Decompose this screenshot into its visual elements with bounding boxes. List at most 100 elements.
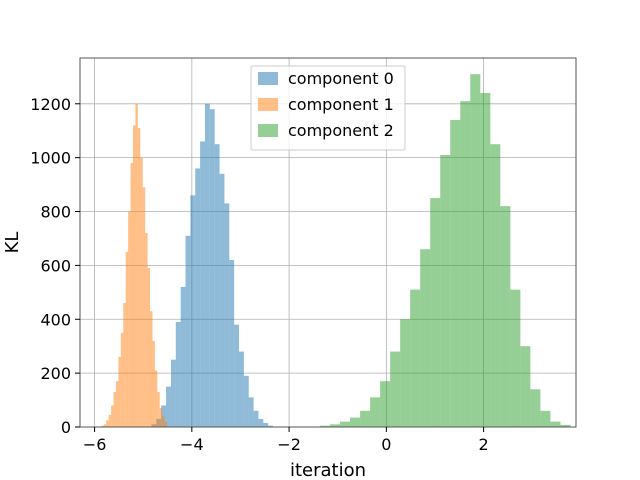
legend-swatch-component-2 [258,124,278,137]
bar-component-0-23 [263,422,269,427]
bar-component-2-3 [340,421,351,427]
bar-component-2-11 [420,249,431,427]
bar-component-1-17 [142,187,146,427]
bar-component-0-2 [161,405,167,427]
bar-component-2-20 [510,289,521,427]
bar-component-1-20 [150,311,153,427]
bar-component-1-5 [113,391,116,427]
bar-component-0-22 [258,418,264,427]
bar-component-2-19 [500,206,511,427]
y-axis-label: KL [2,232,23,254]
bar-component-0-9 [195,168,201,427]
bar-component-2-16 [470,74,481,427]
bar-component-1-7 [118,356,121,427]
bar-component-0-7 [185,235,191,427]
bar-component-0-8 [190,195,196,427]
y-tick-label-6: 1200 [30,95,71,114]
legend-label-component-0: component 0 [288,69,394,88]
series-component-2 [310,74,571,428]
bar-component-1-0 [101,425,104,427]
bar-component-1-3 [108,414,112,427]
bar-component-2-14 [450,119,461,427]
bar-component-0-11 [204,103,210,427]
x-tick-label-3: 0 [381,435,391,454]
bar-component-0-5 [175,321,181,427]
x-axis-label: iteration [290,460,366,480]
bar-component-1-14 [135,103,138,427]
bar-component-0-14 [219,173,225,427]
histogram-bars [101,74,571,428]
bar-component-1-19 [147,268,151,427]
bar-component-0-15 [224,203,230,427]
bar-component-2-7 [380,381,391,427]
legend-label-component-1: component 1 [288,95,394,114]
bar-component-2-10 [410,289,421,427]
bar-component-0-16 [229,260,235,427]
bar-component-0-12 [209,109,215,428]
bar-component-1-12 [130,163,134,427]
bar-component-2-4 [350,417,361,427]
bar-component-2-5 [360,410,371,427]
bar-component-2-2 [330,424,341,427]
bar-component-0-18 [239,351,244,427]
bar-component-1-26 [164,421,168,427]
bar-component-0-19 [243,375,249,427]
bar-component-0-21 [253,410,259,427]
bar-component-1-6 [115,381,119,427]
bar-component-0-24 [268,425,274,427]
bar-component-1-11 [128,211,131,427]
bar-component-2-9 [400,319,411,427]
y-tick-label-2: 400 [40,310,71,329]
bar-component-1-25 [162,416,165,427]
bar-component-1-8 [120,332,124,427]
bar-component-0-13 [214,144,220,428]
bar-component-1-9 [123,303,126,427]
y-axis-ticks: 0 200 400 600 800 1000 1200 [30,95,80,437]
y-tick-label-5: 1000 [30,149,71,168]
y-tick-label-3: 600 [40,256,71,275]
bar-component-1-21 [152,340,155,427]
bar-component-1-24 [159,408,163,427]
x-tick-label-1: −4 [180,435,204,454]
bar-component-0-17 [234,324,240,427]
bar-component-1-13 [133,125,136,428]
bar-component-2-18 [490,144,501,428]
series-component-1 [101,103,168,428]
legend-swatch-component-1 [258,98,278,111]
x-axis-ticks: −6 −4 −2 0 2 [83,427,489,454]
y-tick-label-1: 200 [40,364,71,383]
legend-swatch-component-0 [258,72,278,85]
plot-frame [79,57,577,428]
bar-component-0-3 [166,386,171,427]
bar-component-0-20 [248,397,254,427]
bar-component-1-10 [125,251,129,427]
bar-component-1-23 [157,391,160,427]
bar-component-2-24 [550,421,561,427]
bar-component-2-8 [390,351,401,427]
bar-component-2-1 [320,425,331,427]
legend-box [250,65,406,151]
bar-component-2-13 [440,154,451,427]
bar-component-2-23 [540,410,551,427]
bar-component-2-15 [460,101,471,428]
bar-component-0-6 [180,286,186,427]
bar-component-2-17 [480,93,491,428]
bar-component-1-1 [103,424,107,427]
bar-component-0-10 [200,141,205,428]
bar-component-2-12 [430,198,441,427]
bar-component-2-6 [370,397,381,427]
bar-component-1-18 [145,233,148,427]
bar-component-1-2 [106,420,109,427]
bar-component-1-22 [154,370,158,427]
bar-component-2-22 [530,389,541,427]
bar-component-2-21 [520,346,531,427]
x-tick-label-4: 2 [479,435,489,454]
y-tick-label-0: 0 [61,418,71,437]
bar-component-1-15 [137,128,141,428]
x-tick-label-0: −6 [83,435,107,454]
bar-component-1-4 [111,405,114,427]
x-tick-label-2: −2 [277,435,301,454]
y-tick-label-4: 800 [40,203,71,222]
bar-component-2-25 [560,424,571,427]
